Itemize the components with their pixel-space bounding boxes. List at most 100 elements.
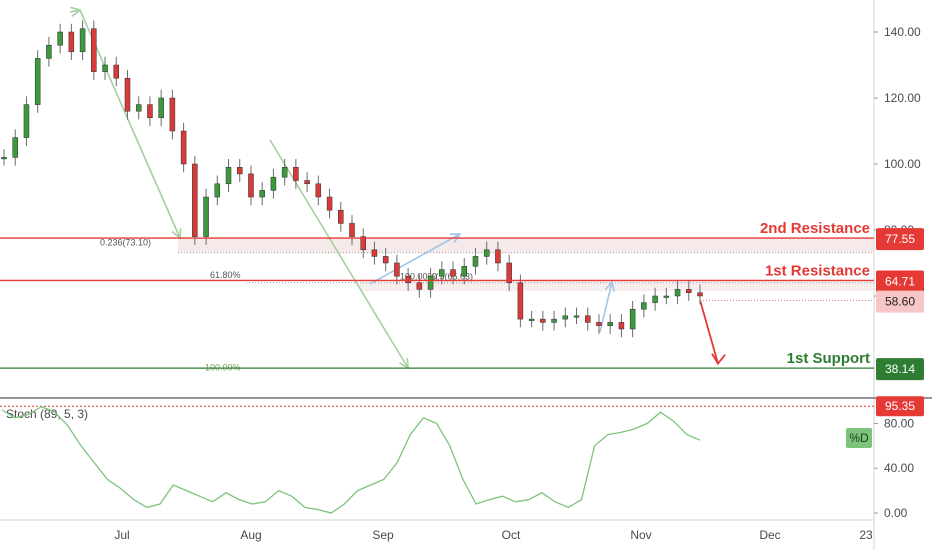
trend-arrow (79, 9, 181, 239)
candle (371, 249, 378, 257)
level-price-tag (876, 358, 924, 381)
trend-arrow-start-head (70, 6, 82, 17)
candle-group (1, 20, 703, 338)
candle (472, 256, 479, 267)
candle (483, 249, 490, 257)
candle (57, 31, 63, 46)
candle (281, 167, 288, 178)
candle (315, 183, 322, 198)
stoch-tick-label: 0.00 (884, 506, 908, 520)
candle (91, 28, 97, 72)
candle (506, 262, 512, 284)
candle (495, 249, 501, 264)
candle (517, 282, 524, 320)
candle (382, 256, 389, 264)
candle (180, 130, 187, 165)
stoch-group: Stoch (89, 5, 3) %D (0, 405, 874, 514)
candle (23, 104, 30, 138)
resistance-zone-2 (360, 280, 874, 292)
candle (584, 315, 591, 323)
candle (573, 315, 580, 318)
candle (439, 269, 445, 277)
candle (427, 275, 434, 290)
level-group: 2nd Resistance 1st Resistance 1st Support (0, 220, 874, 369)
x-tick-label: 23 (859, 528, 873, 542)
level-label: 2nd Resistance (760, 220, 870, 237)
level-price-tag (876, 270, 924, 293)
candle (259, 190, 265, 198)
fib-label: 100.00% (205, 362, 241, 372)
candle (596, 322, 602, 326)
projection-arrow-head (711, 353, 726, 366)
fib-label: 0.236(73.10) (100, 238, 151, 248)
fib-label: 0.5(65.03) (432, 272, 473, 282)
candle (46, 44, 52, 59)
overbought-tag (876, 396, 924, 417)
candle (360, 236, 366, 251)
candle (113, 64, 120, 79)
stoch-legend-badge (846, 428, 872, 448)
candle (326, 196, 333, 211)
candle (1, 157, 7, 160)
candle (394, 262, 400, 277)
stoch-tick-label: 80.00 (884, 416, 914, 430)
x-tick-label: Nov (630, 528, 651, 542)
candle (124, 77, 131, 112)
candle (562, 315, 569, 320)
candle (34, 58, 41, 105)
candle (618, 322, 625, 330)
y-tick-label: 140.00 (884, 25, 921, 39)
candle (102, 64, 108, 72)
y-tick-label: 120.00 (884, 91, 921, 105)
trend-arrow-up-2-head (604, 280, 616, 292)
candle (607, 322, 613, 326)
fib-label: 61.80% (210, 270, 241, 280)
y-tick-label: 100.00 (884, 157, 921, 171)
trend-arrow-up-head (449, 233, 462, 243)
stoch-line (1, 405, 701, 514)
candle (203, 196, 209, 237)
candle (338, 209, 344, 224)
candle (169, 97, 176, 132)
x-tick-label: Jul (114, 528, 129, 542)
candle (540, 318, 546, 323)
candle (304, 180, 310, 185)
candle (686, 289, 692, 293)
level-price-tag (876, 228, 924, 251)
level-price-tag-text: 64.71 (885, 274, 915, 288)
candle (68, 31, 75, 53)
candle (416, 282, 423, 290)
last-price-tag-text: 58.60 (885, 295, 915, 309)
candle (652, 295, 658, 303)
candle (697, 292, 703, 297)
candle (270, 176, 277, 191)
level-label: 1st Resistance (765, 262, 870, 279)
candle (135, 104, 142, 112)
candle (12, 137, 18, 158)
level-price-tag-text: 77.55 (885, 232, 915, 246)
price-tag-group: 77.55 64.71 38.14 58.60 95.35 (876, 228, 924, 417)
candle (551, 318, 557, 323)
level-label: 1st Support (787, 350, 870, 367)
candle (674, 289, 681, 297)
stoch-tick-label: 40.00 (884, 461, 914, 475)
level-price-tag-text: 38.14 (885, 362, 915, 376)
trend-arrow-2 (269, 139, 409, 369)
candle (214, 183, 221, 198)
projection-arrow (699, 299, 719, 364)
candle (405, 275, 411, 284)
candle (147, 104, 153, 119)
candle (192, 163, 198, 237)
candle (461, 266, 468, 277)
trend-arrow-up (369, 233, 461, 285)
candle (79, 28, 86, 53)
stoch-title: Stoch (89, 5, 3) (6, 407, 88, 421)
candle (528, 318, 535, 321)
candle (293, 167, 299, 181)
resistance-zone (178, 238, 874, 253)
trend-arrow-up-2 (599, 281, 613, 333)
stoch-legend-label: %D (849, 431, 869, 445)
x-tick-label: Sep (372, 528, 394, 542)
